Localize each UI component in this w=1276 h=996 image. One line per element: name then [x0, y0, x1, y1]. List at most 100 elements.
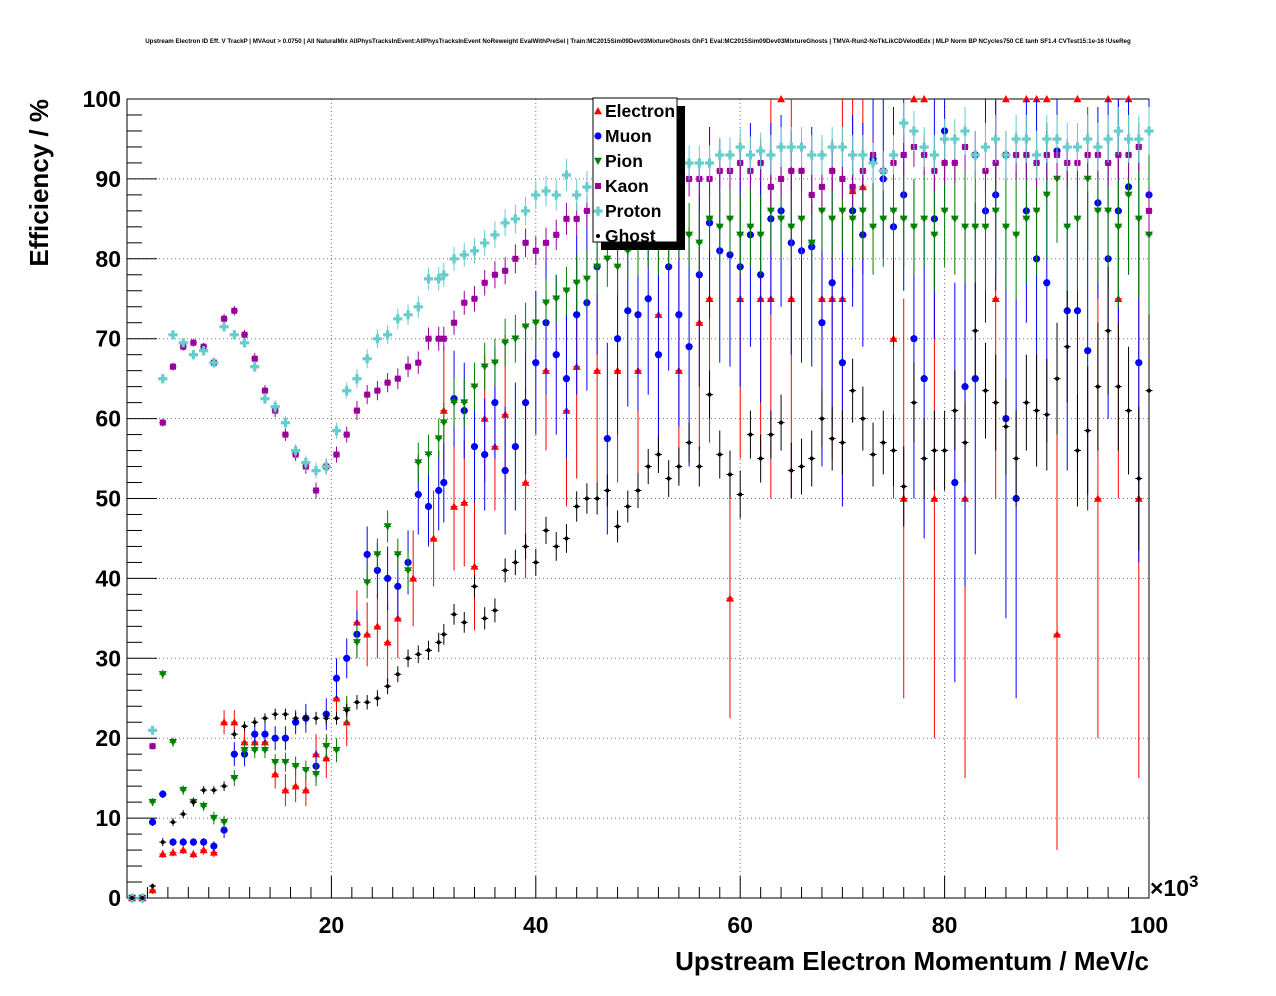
ghost-point: [819, 416, 824, 421]
proton-point: [970, 150, 980, 160]
electron-point: [1022, 95, 1031, 103]
ghost-point: [140, 896, 145, 900]
ghost-point: [375, 696, 380, 701]
pion-point: [332, 746, 341, 755]
pion-point: [1001, 223, 1010, 231]
muon-point: [230, 750, 238, 758]
pion-point: [828, 215, 837, 223]
pion-point: [879, 215, 888, 223]
proton-point: [1144, 126, 1154, 136]
pion-point: [756, 231, 765, 239]
ghost-point: [170, 820, 175, 825]
pion-point: [777, 215, 786, 223]
muon-point: [603, 434, 611, 443]
pion-point: [797, 215, 806, 223]
kaon-point: [532, 247, 539, 254]
pion-point: [562, 287, 571, 295]
ghost-point: [492, 608, 497, 613]
muon-point: [189, 838, 198, 846]
proton-point: [909, 126, 919, 136]
kaon-point: [364, 391, 371, 398]
pion-point: [373, 551, 382, 559]
ghost-point: [201, 788, 206, 793]
pion-point: [450, 399, 459, 407]
pion-point: [230, 774, 239, 783]
muon-point: [562, 375, 571, 383]
muon-point: [491, 399, 499, 407]
pion-point: [148, 798, 157, 807]
ghost-point: [676, 464, 681, 469]
ghost-point: [462, 620, 467, 625]
pion-point: [393, 551, 402, 559]
y-tick-label: 40: [95, 565, 121, 591]
proton-point: [735, 142, 745, 152]
proton-point: [434, 274, 444, 284]
muon-point: [343, 654, 351, 662]
pion-point: [1073, 215, 1082, 223]
proton-point: [582, 182, 592, 192]
ghost-point: [365, 700, 370, 705]
kaon-point: [461, 299, 468, 306]
proton-point: [1031, 150, 1042, 160]
muon-point: [644, 295, 652, 303]
muon-point: [169, 838, 177, 846]
ghost-point: [252, 720, 257, 725]
ghost-point: [283, 712, 288, 717]
proton-point: [1072, 142, 1083, 152]
pion-point: [490, 359, 499, 367]
pion-point: [291, 762, 300, 771]
pion-point: [414, 459, 423, 467]
ghost-point: [595, 496, 600, 501]
proton-point: [520, 206, 531, 216]
muon-point: [271, 734, 279, 742]
kaon-point: [951, 159, 958, 166]
pion-point: [961, 223, 970, 231]
muon-point: [521, 399, 530, 407]
ghost-point: [1034, 408, 1039, 413]
electron-point: [240, 738, 249, 746]
kaon-point: [343, 431, 350, 438]
muon-point: [435, 486, 443, 495]
pion-point: [736, 231, 745, 239]
muon-point: [470, 442, 479, 451]
kaon-point: [798, 167, 805, 174]
kaon-point: [353, 407, 360, 414]
ghost-point: [860, 416, 865, 421]
kaon-point: [261, 387, 268, 394]
kaon-point: [778, 175, 785, 182]
proton-point: [301, 458, 311, 468]
ghost-point: [262, 716, 267, 721]
legend-label-ghost: Ghost: [605, 226, 656, 246]
x-axis-title: Upstream Electron Momentum / MeV/c: [675, 946, 1149, 976]
ghost-point: [482, 616, 487, 621]
proton-point: [352, 374, 362, 384]
kaon-point: [282, 431, 289, 438]
kaon-point: [313, 487, 320, 494]
ghost-point: [809, 456, 814, 461]
ghost-point: [799, 464, 804, 469]
proton-point: [704, 158, 715, 168]
kaon-point: [333, 451, 340, 458]
ghost-point: [344, 708, 349, 713]
proton-point: [393, 314, 403, 324]
pion-point: [168, 738, 177, 747]
pion-point: [838, 207, 847, 215]
muon-point: [573, 311, 581, 319]
x-tick-label: 80: [932, 912, 958, 938]
ghost-point: [717, 452, 722, 457]
kaon-point: [251, 355, 258, 362]
ghost-point: [334, 716, 339, 721]
pion-point: [705, 215, 714, 223]
electron-point: [909, 95, 918, 103]
legend-marker-electron: [594, 107, 602, 115]
ghost-point: [605, 488, 610, 493]
muon-point: [828, 279, 836, 287]
pion-point: [1134, 215, 1143, 223]
pion-point: [1124, 191, 1133, 199]
muon-point: [634, 311, 642, 319]
proton-point: [1113, 126, 1123, 136]
electron-point: [189, 850, 198, 858]
proton-point: [572, 190, 582, 200]
legend-marker-muon: [594, 132, 602, 140]
legend-marker-kaon: [595, 183, 601, 189]
